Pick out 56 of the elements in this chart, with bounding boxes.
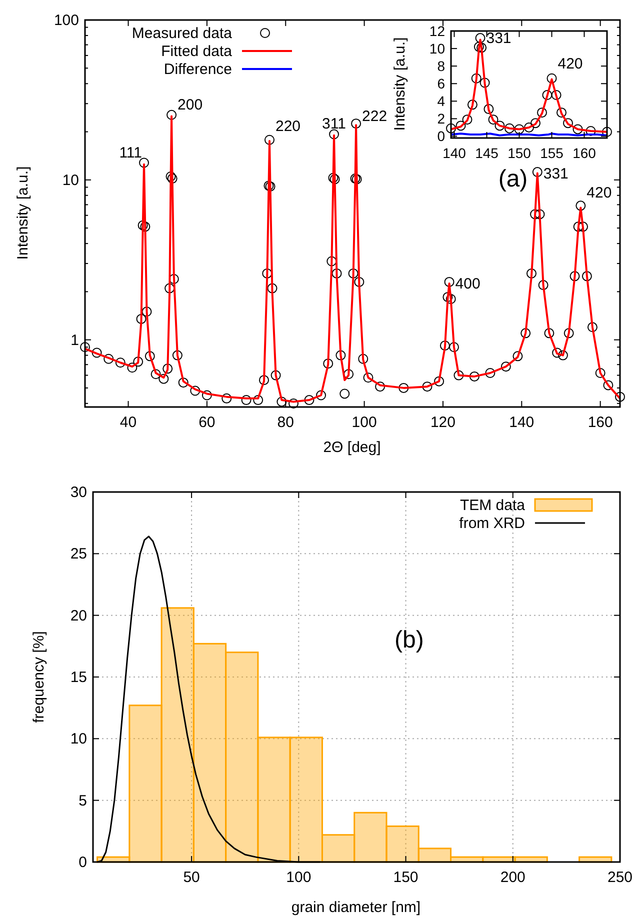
x-tick-label: 120 (430, 414, 456, 431)
annotation: 420 (586, 184, 612, 202)
y-tick-label: 100 (54, 12, 79, 29)
y-tick-label: 6 (437, 76, 446, 92)
y-tick-label: 15 (70, 669, 87, 686)
y-tick-label: 5 (78, 792, 87, 810)
x-axis-title: 2Θ [deg] (323, 439, 381, 456)
annotation: 111 (119, 144, 142, 162)
x-tick-label: 100 (352, 414, 377, 431)
legend-label: TEM data (460, 497, 526, 514)
x-tick-label: 40 (120, 414, 137, 431)
annotation: 420 (558, 55, 583, 72)
y-axis-title: Intensity [a.u.] (391, 37, 408, 131)
x-tick-label: 150 (393, 869, 418, 886)
y-axis-title: frequency [%] (30, 631, 48, 723)
x-tick-label: 50 (183, 869, 200, 886)
annotation: 311 (322, 115, 346, 132)
x-tick-label: 155 (540, 145, 564, 161)
annotation: 222 (362, 108, 388, 126)
y-tick-label: 10 (62, 172, 79, 189)
x-tick-label: 160 (588, 414, 613, 431)
x-tick-label: 160 (572, 145, 596, 161)
y-tick-label: 12 (429, 23, 446, 39)
y-tick-label: 0 (437, 128, 446, 144)
y-tick-label: 25 (70, 546, 87, 563)
y-axis-title: Intensity [a.u.] (14, 166, 32, 260)
x-tick-label: 250 (607, 869, 633, 886)
legend-label: Measured data (132, 25, 233, 42)
annotation: 400 (455, 275, 480, 292)
y-tick-label: 8 (437, 58, 446, 74)
annotation: (a) (498, 165, 528, 192)
y-tick-label: 4 (437, 93, 446, 110)
y-tick-label: 10 (70, 730, 87, 748)
x-tick-label: 80 (277, 414, 294, 431)
y-tick-label: 1 (70, 332, 79, 349)
annotation: 331 (486, 30, 512, 48)
legend-label: from XRD (459, 515, 526, 532)
x-tick-label: 100 (286, 869, 312, 886)
y-tick-label: 2 (437, 110, 446, 127)
x-tick-label: 140 (509, 414, 534, 431)
annotation: 331 (543, 165, 568, 182)
annotation: (b) (394, 626, 424, 654)
legend-label: Fitted data (161, 43, 233, 60)
x-tick-label: 60 (198, 414, 216, 431)
y-tick-label: 0 (78, 854, 87, 871)
x-tick-label: 200 (500, 869, 526, 886)
x-tick-label: 150 (508, 145, 532, 161)
x-tick-label: 140 (442, 145, 466, 161)
x-axis-title: grain diameter [nm] (291, 899, 421, 916)
annotation: 200 (178, 96, 203, 114)
y-tick-label: 10 (429, 40, 446, 57)
x-tick-label: 145 (475, 145, 499, 161)
annotation: 220 (275, 118, 301, 136)
y-tick-label: 30 (70, 484, 87, 501)
legend-label: Difference (164, 61, 232, 78)
y-tick-label: 20 (70, 607, 87, 624)
